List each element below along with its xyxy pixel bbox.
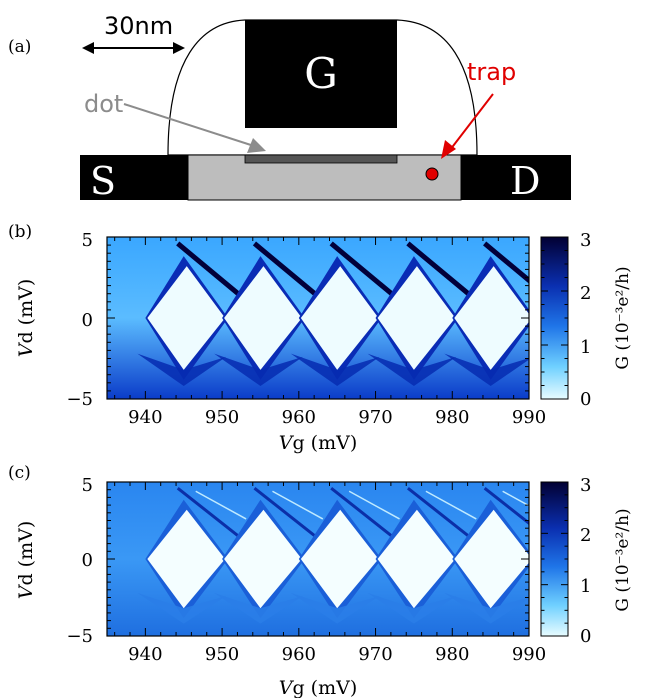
coulomb-diamond bbox=[454, 266, 529, 370]
trap-label: trap bbox=[467, 58, 516, 86]
excited-state-line bbox=[253, 486, 318, 539]
coulomb-diamond bbox=[377, 266, 456, 370]
gate-label: G bbox=[304, 49, 338, 98]
trap-arrow bbox=[449, 93, 494, 151]
x-tick-label: 950 bbox=[205, 644, 239, 665]
panel-a-label: (a) bbox=[8, 37, 31, 57]
x-tick-label: 940 bbox=[128, 644, 162, 665]
trap-resonance-line bbox=[272, 490, 324, 520]
panel-c-simulated-map: (c) 5 0 −5 940 950 960 970 980 990 Vg (mV) Vd… bbox=[8, 463, 633, 698]
y-axis-label-c: Vd (mV) bbox=[15, 521, 37, 600]
x-tick-label: 990 bbox=[512, 644, 546, 665]
excited-state-line bbox=[483, 241, 529, 284]
coulomb-diamond bbox=[454, 509, 529, 609]
cb-tick-b-0: 0 bbox=[580, 389, 591, 410]
y-tick-c-0: 0 bbox=[82, 550, 93, 571]
coulomb-diamond bbox=[300, 266, 379, 370]
trap-resonance-line bbox=[195, 490, 247, 520]
cb-tick-b-2: 2 bbox=[580, 283, 591, 304]
excited-state-line bbox=[252, 241, 319, 298]
conduction-band-region bbox=[137, 592, 227, 624]
drain-electrode bbox=[461, 155, 571, 200]
conduction-band-region bbox=[444, 592, 529, 624]
source-label: S bbox=[90, 159, 116, 203]
excited-state-line bbox=[176, 241, 242, 298]
excited-state-line bbox=[330, 486, 395, 539]
excited-state-line bbox=[329, 241, 396, 298]
panel-c-label: (c) bbox=[8, 463, 31, 483]
coulomb-diamond bbox=[224, 266, 302, 370]
trap-resonance-line bbox=[348, 490, 400, 520]
scale-label: 30nm bbox=[104, 12, 173, 40]
trap-marker bbox=[425, 167, 439, 181]
x-tick-label: 970 bbox=[358, 407, 392, 428]
x-tick-label: 970 bbox=[358, 644, 392, 665]
excited-state-line bbox=[406, 241, 472, 298]
colorbar-b bbox=[540, 236, 569, 400]
cb-tick-c-2: 2 bbox=[580, 525, 591, 546]
x-tick-label: 950 bbox=[205, 407, 239, 428]
conduction-band-region bbox=[214, 592, 303, 624]
y-axis-label-b: Vd (mV) bbox=[15, 279, 37, 358]
cb-tick-b-1: 1 bbox=[580, 337, 591, 358]
y-tick-b-0: 0 bbox=[82, 310, 93, 331]
scale-bar: 30nm bbox=[82, 12, 185, 54]
x-tick-label: 990 bbox=[512, 407, 546, 428]
coulomb-diamond bbox=[377, 509, 456, 609]
panel-a-device-schematic: (a) 30nm G S D dot trap bbox=[8, 12, 571, 203]
source-electrode bbox=[80, 155, 188, 200]
x-tick-label: 960 bbox=[282, 644, 316, 665]
colorbar-label-c: G (10⁻³e²/h) bbox=[613, 508, 633, 611]
conduction-band-region bbox=[367, 353, 457, 387]
conduction-band-region bbox=[137, 353, 227, 387]
panel-b-measured-map: (b) 5 0 −5 940 950 960 970 980 990 Vg (mV) Vd… bbox=[8, 222, 633, 454]
colorbar-label-b: G (10⁻³e²/h) bbox=[613, 266, 633, 369]
conduction-band-region bbox=[367, 592, 457, 624]
coulomb-diamond bbox=[147, 509, 226, 609]
gate-electrode bbox=[245, 20, 397, 128]
cb-tick-c-0: 0 bbox=[580, 626, 591, 647]
heatmap-c bbox=[107, 482, 529, 636]
cb-tick-c-1: 1 bbox=[580, 576, 591, 597]
coulomb-diamond bbox=[147, 266, 226, 370]
x-tick-label: 980 bbox=[435, 644, 469, 665]
cb-tick-c-3: 3 bbox=[580, 475, 591, 496]
x-tick-label: 980 bbox=[435, 407, 469, 428]
y-tick-c-5: 5 bbox=[82, 475, 93, 496]
cb-tick-b-3: 3 bbox=[580, 230, 591, 251]
y-tick-b-neg5: −5 bbox=[66, 389, 93, 410]
conduction-band-region bbox=[290, 592, 380, 624]
excited-state-line bbox=[483, 486, 529, 526]
panel-b-label: (b) bbox=[8, 222, 32, 242]
coulomb-diamond bbox=[224, 509, 302, 609]
conduction-band-region bbox=[290, 353, 380, 387]
conduction-band-region bbox=[444, 353, 529, 387]
excited-state-line bbox=[176, 486, 242, 539]
colorbar-c bbox=[540, 481, 569, 637]
x-axis-label-b: Vg (mV) bbox=[279, 432, 358, 454]
conduction-band-region bbox=[214, 353, 303, 387]
heatmap-b bbox=[107, 237, 529, 399]
y-tick-b-5: 5 bbox=[82, 230, 93, 251]
dot-label: dot bbox=[84, 90, 123, 118]
coulomb-diamond bbox=[300, 509, 379, 609]
x-axis-label-c: Vg (mV) bbox=[279, 677, 358, 698]
axis-ticks-b bbox=[107, 236, 530, 400]
axis-ticks-c bbox=[107, 481, 530, 637]
y-tick-c-neg5: −5 bbox=[66, 626, 93, 647]
x-tick-label: 940 bbox=[128, 407, 162, 428]
dot-arrow bbox=[123, 103, 255, 147]
x-tick-label: 960 bbox=[282, 407, 316, 428]
excited-state-line bbox=[406, 486, 472, 539]
drain-label: D bbox=[510, 159, 540, 203]
trap-resonance-line bbox=[425, 490, 477, 520]
